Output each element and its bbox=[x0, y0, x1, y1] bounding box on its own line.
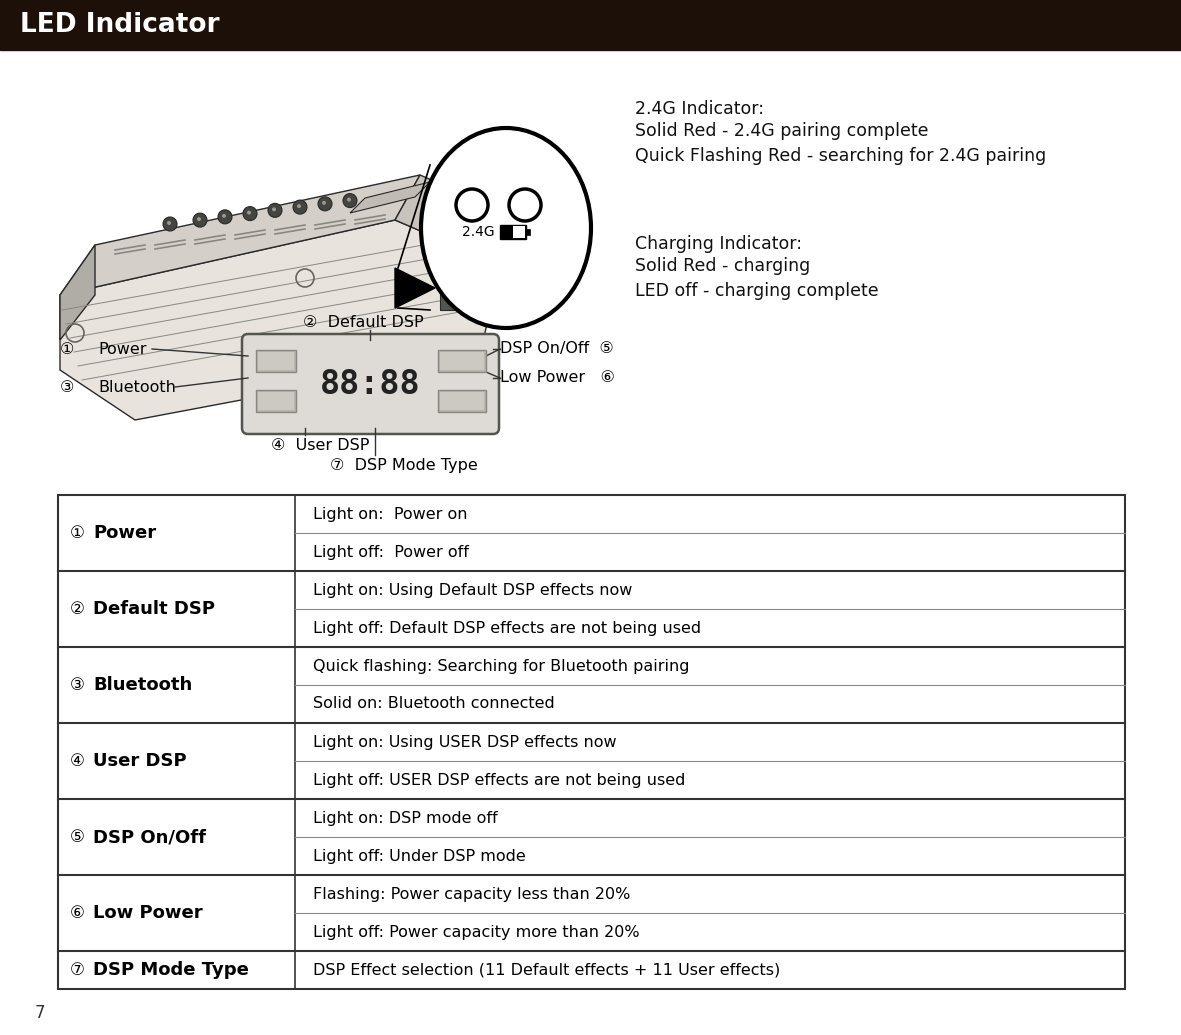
Text: 7: 7 bbox=[35, 1004, 46, 1022]
Text: Flashing: Power capacity less than 20%: Flashing: Power capacity less than 20% bbox=[313, 887, 631, 901]
Circle shape bbox=[468, 250, 479, 262]
Bar bbox=[441, 285, 479, 310]
Text: User DSP: User DSP bbox=[93, 752, 187, 770]
Circle shape bbox=[243, 207, 257, 220]
Text: Default DSP: Default DSP bbox=[93, 600, 215, 618]
Circle shape bbox=[293, 200, 307, 214]
Text: LED Indicator: LED Indicator bbox=[20, 12, 220, 38]
Text: ⑦  DSP Mode Type: ⑦ DSP Mode Type bbox=[329, 459, 478, 473]
Bar bbox=[438, 390, 487, 412]
Circle shape bbox=[247, 210, 252, 214]
Polygon shape bbox=[60, 220, 500, 420]
Bar bbox=[438, 350, 487, 372]
Text: 2.4G: 2.4G bbox=[462, 225, 495, 239]
Bar bbox=[526, 229, 530, 235]
Text: Light off: USER DSP effects are not being used: Light off: USER DSP effects are not bein… bbox=[313, 772, 685, 788]
Circle shape bbox=[222, 214, 226, 217]
Text: ③: ③ bbox=[70, 676, 85, 694]
Circle shape bbox=[197, 217, 201, 221]
Text: Solid Red - 2.4G pairing complete: Solid Red - 2.4G pairing complete bbox=[635, 122, 928, 140]
Text: Light off: Under DSP mode: Light off: Under DSP mode bbox=[313, 849, 526, 863]
Text: Light off:  Power off: Light off: Power off bbox=[313, 544, 469, 560]
Bar bbox=[256, 350, 296, 372]
Text: Low Power   ⑥: Low Power ⑥ bbox=[500, 371, 615, 385]
Circle shape bbox=[167, 221, 171, 225]
Bar bbox=[500, 225, 526, 239]
Circle shape bbox=[193, 213, 207, 227]
Text: ①: ① bbox=[70, 524, 85, 542]
Text: Light on:  Power on: Light on: Power on bbox=[313, 506, 468, 522]
Polygon shape bbox=[60, 245, 94, 341]
Text: ③: ③ bbox=[60, 380, 74, 394]
Text: Low Power: Low Power bbox=[93, 904, 203, 922]
Circle shape bbox=[296, 204, 301, 208]
Circle shape bbox=[318, 197, 332, 211]
Text: ④: ④ bbox=[70, 752, 85, 770]
Bar bbox=[441, 352, 484, 369]
Text: Solid on: Bluetooth connected: Solid on: Bluetooth connected bbox=[313, 697, 555, 711]
Bar bbox=[58, 495, 1125, 989]
Text: Quick Flashing Red - searching for 2.4G pairing: Quick Flashing Red - searching for 2.4G … bbox=[635, 147, 1046, 165]
Text: Bluetooth: Bluetooth bbox=[98, 380, 176, 394]
Circle shape bbox=[347, 198, 351, 202]
Text: Light off: Default DSP effects are not being used: Light off: Default DSP effects are not b… bbox=[313, 621, 702, 635]
Polygon shape bbox=[394, 268, 435, 308]
Text: Light off: Power capacity more than 20%: Light off: Power capacity more than 20% bbox=[313, 924, 640, 940]
Bar bbox=[513, 226, 526, 238]
Text: Power: Power bbox=[98, 342, 146, 356]
FancyBboxPatch shape bbox=[242, 334, 500, 434]
Polygon shape bbox=[60, 175, 420, 295]
Circle shape bbox=[462, 234, 474, 246]
Text: DSP Mode Type: DSP Mode Type bbox=[93, 962, 249, 979]
Text: Light on: DSP mode off: Light on: DSP mode off bbox=[313, 810, 497, 826]
Circle shape bbox=[268, 203, 282, 217]
Text: ①: ① bbox=[60, 342, 74, 356]
Polygon shape bbox=[394, 175, 526, 265]
Text: DSP On/Off  ⑤: DSP On/Off ⑤ bbox=[500, 342, 614, 356]
Text: 88:88: 88:88 bbox=[320, 367, 420, 401]
Text: ②: ② bbox=[70, 600, 85, 618]
Text: Power: Power bbox=[93, 524, 156, 542]
Text: Solid Red - charging: Solid Red - charging bbox=[635, 257, 810, 275]
Circle shape bbox=[342, 194, 357, 208]
Circle shape bbox=[322, 201, 326, 205]
Bar bbox=[257, 392, 294, 410]
Circle shape bbox=[218, 210, 231, 224]
Text: Charging Indicator:: Charging Indicator: bbox=[635, 235, 802, 253]
Text: ④  User DSP: ④ User DSP bbox=[270, 438, 370, 453]
Bar bbox=[441, 392, 484, 410]
Text: Bluetooth: Bluetooth bbox=[93, 676, 193, 694]
Text: ⑤: ⑤ bbox=[70, 828, 85, 846]
Bar bbox=[256, 390, 296, 412]
Text: ⑦: ⑦ bbox=[70, 962, 85, 979]
Text: 2.4G Indicator:: 2.4G Indicator: bbox=[635, 100, 764, 118]
Text: Light on: Using Default DSP effects now: Light on: Using Default DSP effects now bbox=[313, 583, 632, 597]
Bar bbox=[257, 352, 294, 369]
Bar bbox=[0, 0, 1181, 50]
Text: DSP Effect selection (11 Default effects + 11 User effects): DSP Effect selection (11 Default effects… bbox=[313, 963, 781, 977]
Text: ⑥: ⑥ bbox=[70, 904, 85, 922]
Text: DSP On/Off: DSP On/Off bbox=[93, 828, 205, 846]
Polygon shape bbox=[350, 182, 430, 213]
Text: LED off - charging complete: LED off - charging complete bbox=[635, 282, 879, 300]
Circle shape bbox=[272, 207, 276, 211]
Circle shape bbox=[163, 217, 177, 231]
Text: ②  Default DSP: ② Default DSP bbox=[304, 315, 424, 330]
Ellipse shape bbox=[420, 128, 590, 328]
Text: Quick flashing: Searching for Bluetooth pairing: Quick flashing: Searching for Bluetooth … bbox=[313, 658, 690, 674]
Text: Light on: Using USER DSP effects now: Light on: Using USER DSP effects now bbox=[313, 735, 616, 749]
